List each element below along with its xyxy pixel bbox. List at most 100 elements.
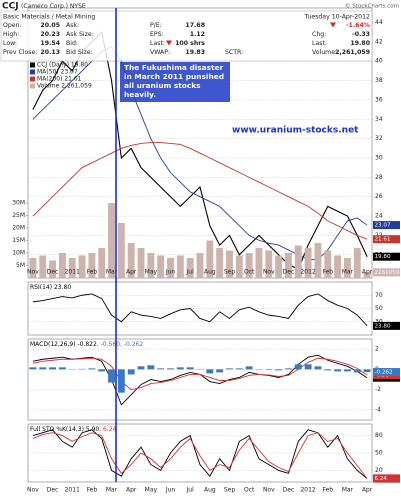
bar xyxy=(117,223,125,278)
x-tick-label: Feb xyxy=(87,487,98,494)
bar xyxy=(226,250,233,278)
y-tick-label: 20 xyxy=(375,467,383,474)
field-label: High: xyxy=(3,31,19,38)
bar xyxy=(196,253,204,278)
bar xyxy=(235,368,243,370)
legend-label: , -0.262 xyxy=(120,341,143,348)
bar xyxy=(98,248,106,278)
x-tick-label: Sep xyxy=(224,269,236,276)
bar xyxy=(255,248,263,278)
x-tick-label: Feb xyxy=(322,487,333,494)
x-tick-label: May xyxy=(145,487,158,494)
last-value-box xyxy=(373,321,400,330)
field-value: 1.12 xyxy=(190,31,205,38)
series-line xyxy=(32,142,368,240)
y-tick-label: 32 xyxy=(375,135,383,142)
x-tick-label: Feb xyxy=(322,269,333,276)
bar xyxy=(324,250,332,278)
bar xyxy=(176,255,184,278)
y-tick-label: 36 xyxy=(375,96,383,103)
down-arrow xyxy=(166,40,172,46)
y2-tick-label: 20M xyxy=(12,225,25,232)
last-value: 19.80 xyxy=(375,254,391,260)
header: CCJ (Cameco Corp.) NYSE © StockCharts.com B… xyxy=(0,2,399,62)
credit: © StockCharts.com xyxy=(345,3,399,10)
last-value-box xyxy=(373,235,400,244)
field-label: Ask Size: xyxy=(66,31,94,38)
last-value: 23.80 xyxy=(375,323,391,329)
x-tick-label: Jun xyxy=(165,269,176,276)
bar xyxy=(29,367,37,370)
bar xyxy=(167,368,174,370)
x-tick-label: Aug xyxy=(204,487,216,494)
bar xyxy=(39,255,47,278)
bar xyxy=(294,245,302,278)
x-tick-label: 2012 xyxy=(300,269,315,276)
field-label: Last: xyxy=(312,40,327,47)
bar xyxy=(58,367,66,370)
x-tick-label: Mar xyxy=(106,269,118,276)
x-tick-label: Nov xyxy=(27,487,39,494)
bar xyxy=(285,253,292,278)
field-label: Prev Close: xyxy=(3,49,37,56)
x-tick-label: Dec xyxy=(283,487,295,494)
x-tick-label: Dec xyxy=(47,269,59,276)
field-label: EPS: xyxy=(150,31,164,38)
bar xyxy=(157,368,165,370)
y-tick-label: 26 xyxy=(375,193,383,200)
y-tick-label: 40 xyxy=(375,58,383,65)
down-arrow xyxy=(330,22,336,28)
x-tick-label: Mar xyxy=(342,269,354,276)
field-label: Chg: xyxy=(312,31,326,38)
field-label: Open: xyxy=(3,22,22,29)
y-tick-label: 50 xyxy=(375,305,383,312)
x-tick-label: Jun xyxy=(165,487,176,494)
header-box xyxy=(0,10,373,62)
bar xyxy=(157,255,165,278)
field-value: 20.13 xyxy=(40,49,60,56)
x-tick-label: Nov xyxy=(263,269,275,276)
field-label: Low: xyxy=(3,40,17,47)
legend: Full STO %K(14,3) 5.90, 6.24 xyxy=(30,426,117,433)
bar xyxy=(343,369,351,372)
bar xyxy=(78,255,86,278)
x-tick-label: Apr xyxy=(362,487,373,494)
field-value: 17.68 xyxy=(185,22,205,29)
series-line xyxy=(32,357,368,391)
x-tick-label: Apr xyxy=(126,269,137,276)
bar xyxy=(186,258,194,278)
note-line: heavily. xyxy=(124,90,156,99)
bar xyxy=(147,365,155,370)
bar xyxy=(363,272,371,278)
bar xyxy=(108,369,115,383)
bar xyxy=(363,369,371,373)
bar xyxy=(216,369,224,373)
field-value: 20.23 xyxy=(40,31,60,38)
last-value-box xyxy=(373,474,400,483)
bar xyxy=(285,368,292,370)
y-tick-label: 38 xyxy=(375,77,383,84)
bar xyxy=(49,367,57,370)
field-label: Bid Size: xyxy=(66,49,93,56)
bar xyxy=(324,369,332,371)
y-tick-label: 80 xyxy=(375,432,383,439)
field-value: 20.05 xyxy=(40,22,60,29)
bar xyxy=(343,258,351,278)
legend-label: CCJ (Daily) 19.80 xyxy=(37,62,88,69)
field-value: -0.33 xyxy=(352,31,370,38)
bar xyxy=(353,248,361,278)
x-tick-label: Nov xyxy=(263,487,275,494)
bar xyxy=(68,258,76,278)
bar xyxy=(304,248,312,278)
bar xyxy=(275,369,283,371)
field-label: Last: xyxy=(150,40,165,47)
bar xyxy=(314,243,322,278)
panel xyxy=(27,338,373,421)
y-tick-label: 2 xyxy=(375,346,379,353)
series-line xyxy=(32,432,368,479)
bar xyxy=(88,368,96,370)
y-tick-label: -4 xyxy=(375,406,381,413)
field-value: 19.80 xyxy=(350,40,370,47)
legend-label: MACD(12,26,9) -0.822 xyxy=(30,341,97,348)
